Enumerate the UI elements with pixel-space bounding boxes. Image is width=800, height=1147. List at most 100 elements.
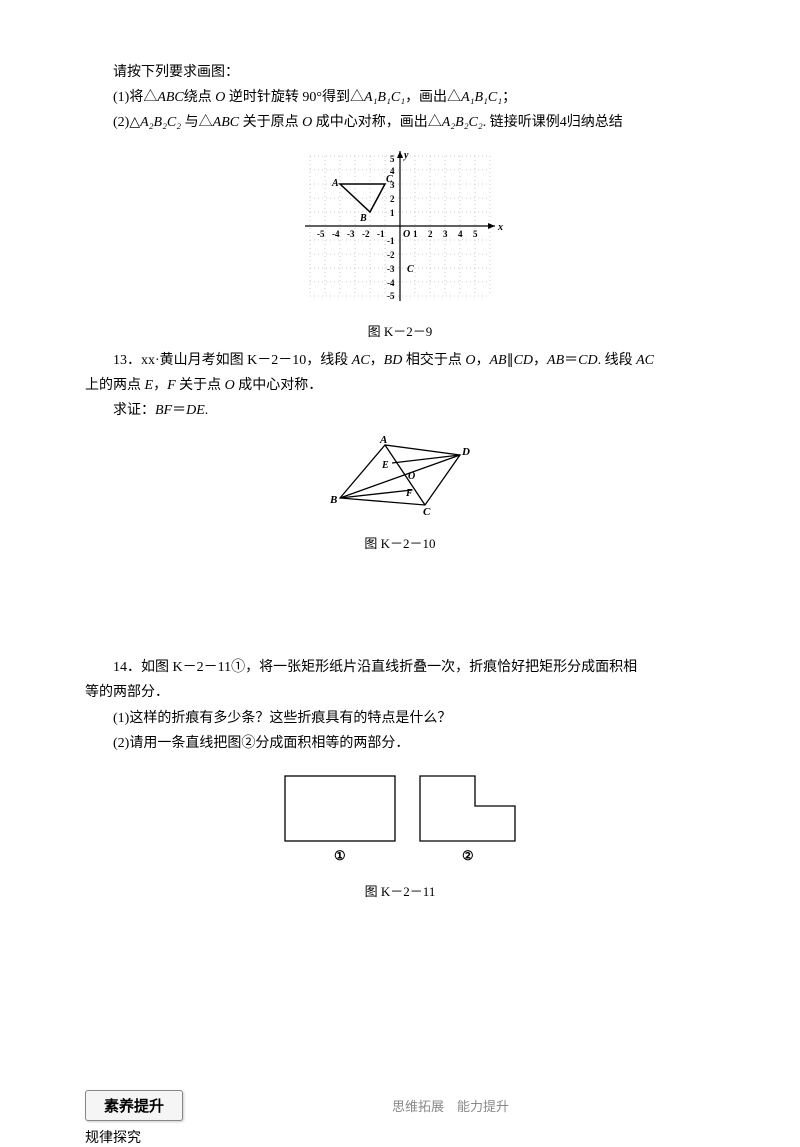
svg-text:3: 3 [443, 229, 448, 239]
q13-seg: . 线段 [598, 353, 637, 368]
intro-part1: (1)将△ABC绕点 O 逆时针旋转 90°得到△A₁B₁C₁，画出△A₁B₁C… [85, 85, 715, 110]
svg-text:2: 2 [390, 194, 395, 204]
q13-about: 关于点 [176, 378, 225, 393]
svg-text:C: C [407, 264, 414, 275]
svg-text:①: ① [334, 848, 346, 863]
p1-prefix: (1)将△ [113, 90, 157, 105]
svg-text:E: E [381, 460, 389, 471]
bottom-section: 素养提升 思维拓展 能力提升 规律探究 [85, 1090, 715, 1147]
q13-period: . [205, 403, 209, 418]
svg-text:O: O [403, 229, 410, 240]
svg-text:1: 1 [390, 208, 395, 218]
quality-tab: 素养提升 [85, 1090, 183, 1121]
q13-c1: ， [370, 353, 384, 368]
q13-o2: O [225, 378, 235, 393]
q13-prv: 求证： [113, 403, 155, 418]
svg-text:-5: -5 [317, 229, 325, 239]
p1-abc1: A₁B₁C₁ [364, 90, 405, 105]
q13-line1: 13．xx·黄山月考如图 K－2－10，线段 AC，BD 相交于点 O，AB∥C… [85, 348, 715, 373]
q13-c2: ， [475, 353, 489, 368]
svg-text:4: 4 [390, 166, 395, 176]
p1-rot: 逆时针旋转 90°得到△ [225, 90, 364, 105]
svg-text:B: B [359, 213, 367, 224]
svg-text:C: C [423, 506, 431, 518]
q13-int: 相交于点 [402, 353, 465, 368]
p2-o: O [302, 115, 312, 130]
q13-cd2: CD [578, 353, 597, 368]
sub-note: 思维拓展 能力提升 [392, 1096, 509, 1115]
q13-bf: BF [155, 403, 172, 418]
q13-bd: BD [384, 353, 403, 368]
p2-a2b2c2: A₂B₂C₂ [140, 115, 181, 130]
q13-ac2: AC [636, 353, 654, 368]
q13-ab2: AB [547, 353, 564, 368]
p1-abc1b: A₁B₁C₁ [461, 90, 502, 105]
p2-a2b2c2b: A₂B₂C₂ [442, 115, 483, 130]
q13-ac: AC [352, 353, 370, 368]
q14-line1: 14．如图 K－2－11①，将一张矩形纸片沿直线折叠一次，折痕恰好把矩形分成面积… [85, 655, 715, 680]
q14-part1: (1)这样的折痕有多少条？这些折痕具有的特点是什么？ [85, 706, 715, 731]
p2-link: . 链接听课例4归纳总结 [483, 115, 623, 130]
svg-text:3: 3 [390, 180, 395, 190]
q13-ab: AB [489, 353, 506, 368]
svg-text:A: A [331, 178, 339, 189]
figure-3: ① ② [85, 766, 715, 871]
p1-mid: 绕点 [184, 90, 216, 105]
q13-eq2: ＝ [172, 403, 186, 418]
q13-par: ∥ [507, 353, 514, 368]
q13-e: E [145, 378, 154, 393]
q13-line2: 上的两点 E，F 关于点 O 成中心对称． [85, 373, 715, 398]
p1-abc: ABC [157, 90, 183, 105]
p2-center: 成中心对称，画出△ [312, 115, 442, 130]
svg-text:x: x [497, 222, 503, 233]
svg-text:D: D [461, 446, 470, 458]
svg-text:5: 5 [390, 154, 395, 164]
svg-text:2: 2 [428, 229, 433, 239]
svg-text:-4: -4 [387, 278, 395, 288]
q13-f: F [167, 378, 176, 393]
svg-text:-3: -3 [347, 229, 355, 239]
intro-request: 请按下列要求画图： [85, 60, 715, 85]
q14-part2: (2)请用一条直线把图②分成面积相等的两部分． [85, 731, 715, 756]
svg-text:②: ② [462, 848, 474, 863]
svg-text:O: O [408, 471, 415, 482]
p1-o: O [215, 90, 225, 105]
q13-l2p: 上的两点 [85, 378, 145, 393]
q14-line2: 等的两部分． [85, 680, 715, 705]
svg-text:-1: -1 [387, 236, 395, 246]
p2-about: 关于原点 [239, 115, 302, 130]
svg-text:F: F [405, 488, 413, 499]
q13-prove: 求证：BF＝DE. [85, 398, 715, 423]
svg-text:1: 1 [413, 229, 418, 239]
p2-and: 与△ [181, 115, 213, 130]
svg-text:-4: -4 [332, 229, 340, 239]
q13-o: O [465, 353, 475, 368]
q13-de: DE [186, 403, 205, 418]
q13-eq: ＝ [564, 353, 578, 368]
q13-c4: ， [153, 378, 167, 393]
svg-text:B: B [329, 494, 337, 506]
q13-c3: ， [533, 353, 547, 368]
p1-draw: ，画出△ [405, 90, 461, 105]
svg-text:5: 5 [473, 229, 478, 239]
p1-end: ； [502, 90, 516, 105]
svg-text:-2: -2 [362, 229, 370, 239]
figure-1: A B C O x y -5 -4 -3 -2 -1 1 2 3 4 5 5 4… [85, 146, 715, 311]
figure-2: A B C D E O F [85, 433, 715, 523]
svg-text:-2: -2 [387, 250, 395, 260]
q13-prefix: 13．xx·黄山月考如图 K－2－10，线段 [113, 353, 352, 368]
svg-text:-3: -3 [387, 264, 395, 274]
svg-text:4: 4 [458, 229, 463, 239]
figure-1-caption: 图 K－2－9 [85, 321, 715, 340]
svg-text:y: y [403, 150, 409, 161]
figure-2-caption: 图 K－2－10 [85, 533, 715, 552]
svg-text:-1: -1 [377, 229, 385, 239]
q13-cd: CD [514, 353, 533, 368]
explore-label: 规律探究 [85, 1127, 715, 1147]
svg-text:A: A [379, 434, 387, 446]
p2-abc: ABC [213, 115, 239, 130]
figure-3-caption: 图 K－2－11 [85, 881, 715, 900]
svg-text:-5: -5 [387, 291, 395, 301]
intro-part2: (2)△A₂B₂C₂ 与△ABC 关于原点 O 成中心对称，画出△A₂B₂C₂.… [85, 110, 715, 135]
p2-prefix: (2)△ [113, 115, 140, 130]
